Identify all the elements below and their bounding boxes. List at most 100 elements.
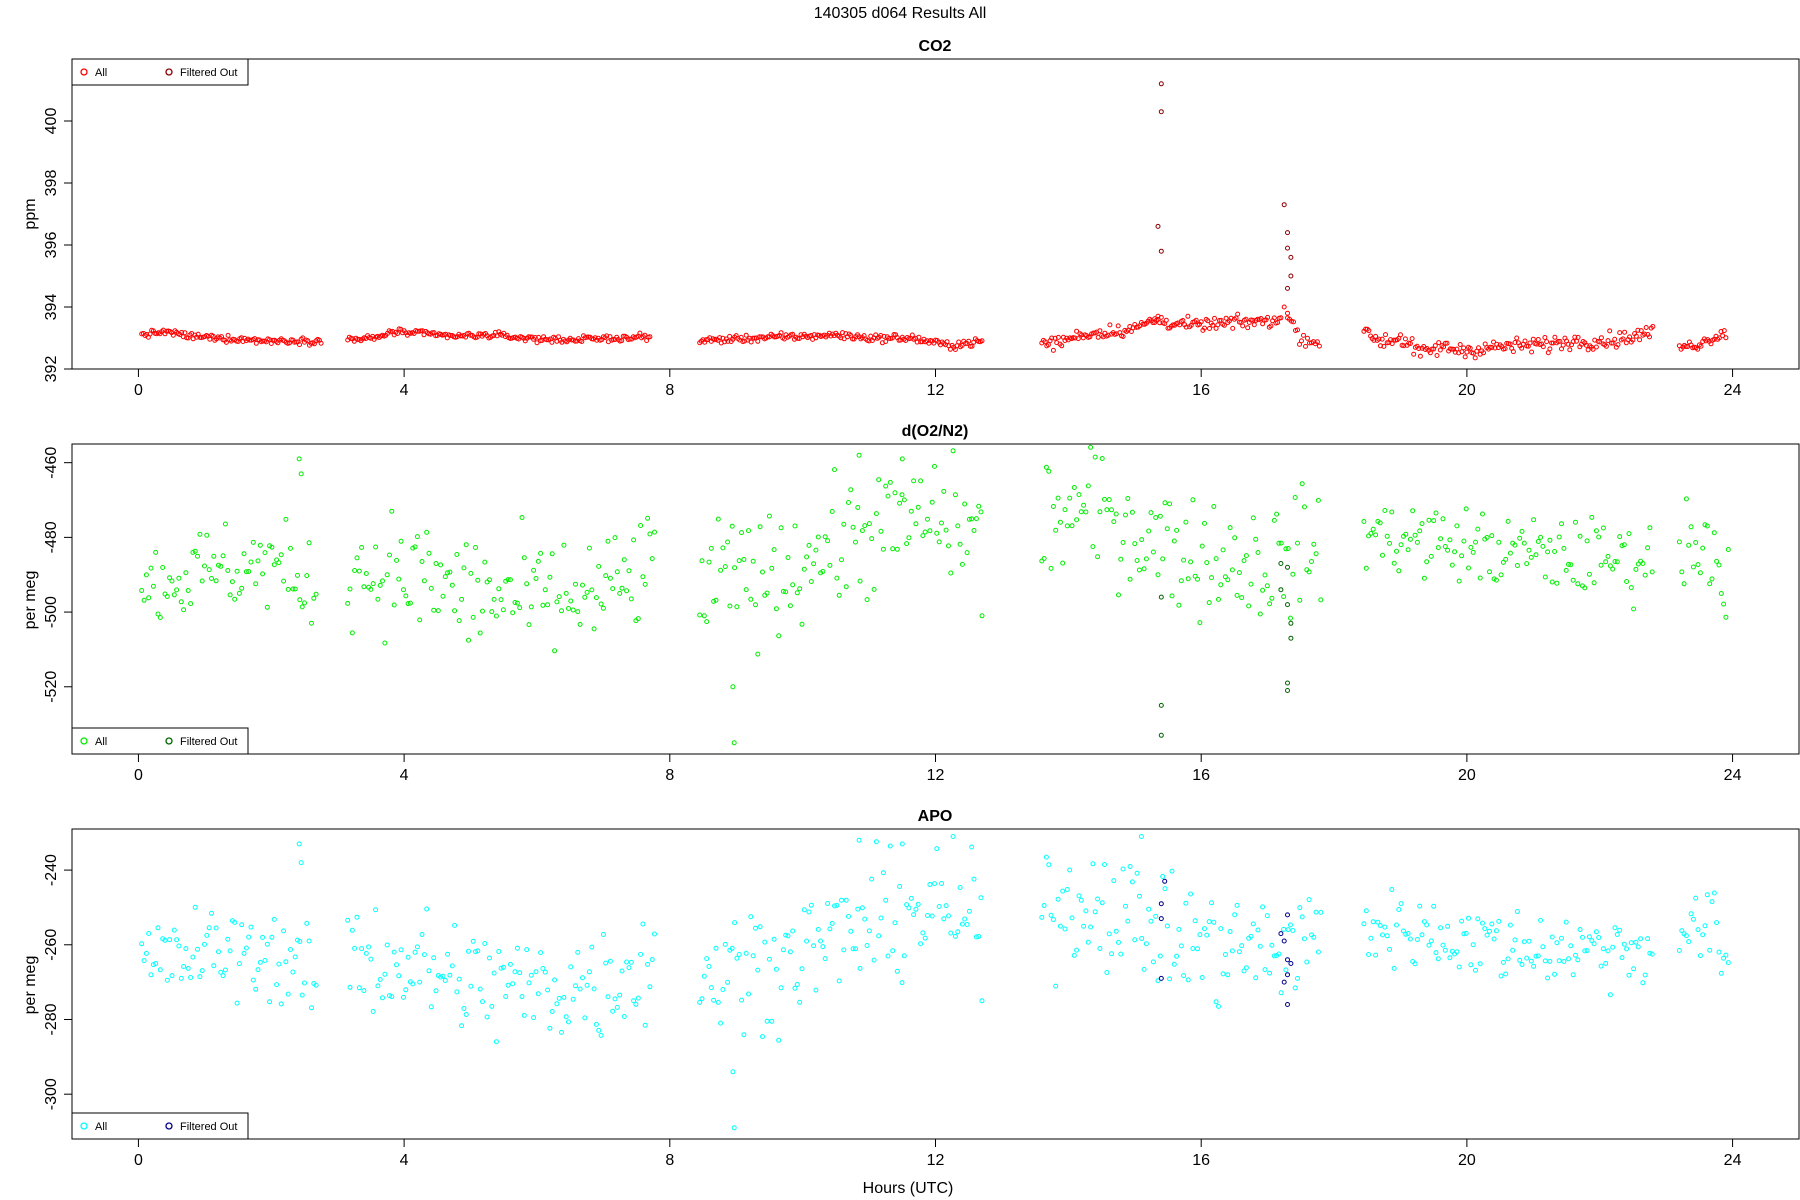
data-point-co2 (969, 343, 975, 349)
data-point-apo (1693, 895, 1699, 901)
data-point-o2n2 (952, 492, 958, 498)
data-point-o2n2 (1452, 549, 1458, 555)
data-point-apo (1088, 924, 1094, 930)
data-point-apo (797, 999, 803, 1005)
data-point-co2 (1198, 319, 1204, 325)
data-point-apo (1596, 935, 1602, 940)
data-point-apo (697, 999, 703, 1005)
data-point-co2 (1567, 347, 1573, 353)
data-point-co2 (182, 330, 188, 336)
data-point-apo (815, 926, 821, 932)
data-point-apo (841, 947, 847, 953)
data-point-o2n2 (204, 532, 210, 538)
data-point-o2n2 (354, 555, 360, 561)
data-point-apo (1155, 978, 1161, 984)
legend-marker-filtered-o2n2 (165, 737, 173, 745)
data-point-o2n2 (1097, 509, 1103, 515)
data-point-apo (1220, 971, 1226, 977)
legend-marker-filtered-co2 (165, 68, 173, 76)
data-point-apo (1459, 918, 1465, 924)
data-point-co2 (1622, 329, 1628, 335)
data-point-apo (1547, 958, 1553, 964)
data-point-co2 (1115, 323, 1121, 329)
data-point-apo (445, 951, 451, 957)
filtered-point-o2n2 (1285, 564, 1290, 570)
data-point-apo (640, 921, 646, 927)
data-point-o2n2 (600, 605, 606, 611)
data-point-o2n2 (841, 521, 847, 527)
data-point-o2n2 (820, 569, 826, 574)
data-point-apo (1048, 912, 1054, 918)
data-point-apo (206, 925, 212, 931)
data-point-o2n2 (1593, 528, 1599, 534)
data-point-o2n2 (389, 508, 395, 514)
data-point-o2n2 (1155, 572, 1161, 578)
legend-box-apo (71, 1112, 249, 1140)
filtered-point-o2n2 (1278, 561, 1284, 566)
data-point-o2n2 (447, 569, 453, 575)
data-point-apo (1683, 933, 1689, 939)
data-point-co2 (1507, 341, 1513, 347)
data-point-o2n2 (631, 537, 637, 543)
data-point-apo (936, 904, 942, 909)
filtered-point-co2 (1288, 273, 1294, 279)
data-point-o2n2 (431, 607, 437, 613)
data-point-o2n2 (1267, 601, 1273, 607)
data-point-apo (806, 909, 812, 915)
data-point-apo (612, 996, 618, 1002)
data-point-apo (290, 969, 296, 975)
data-point-apo (239, 922, 245, 928)
data-point-o2n2 (1507, 550, 1513, 556)
data-point-o2n2 (1468, 544, 1474, 550)
data-point-apo (1222, 952, 1228, 957)
data-point-o2n2 (421, 578, 427, 584)
data-point-apo (811, 943, 817, 949)
data-point-o2n2 (1610, 566, 1616, 572)
filtered-point-apo (1158, 975, 1164, 981)
data-point-o2n2 (1222, 574, 1228, 580)
data-point-apo (799, 966, 805, 972)
data-point-apo (827, 926, 833, 932)
data-point-apo (1106, 931, 1112, 937)
data-point-o2n2 (1213, 556, 1219, 562)
data-point-o2n2 (559, 608, 564, 614)
x-tick-label-apo: 4 (400, 1152, 409, 1169)
data-point-o2n2 (856, 452, 862, 458)
data-point-o2n2 (253, 581, 259, 587)
data-point-apo (1304, 959, 1310, 965)
data-point-o2n2 (725, 539, 731, 545)
data-point-co2 (418, 328, 424, 334)
data-point-o2n2 (1419, 521, 1425, 527)
data-point-apo (1605, 948, 1611, 954)
data-point-co2 (1152, 320, 1158, 325)
data-point-o2n2 (1361, 519, 1367, 524)
data-point-o2n2 (384, 572, 390, 578)
data-point-apo (366, 944, 372, 950)
data-point-o2n2 (160, 565, 166, 570)
data-point-co2 (1407, 341, 1413, 346)
data-point-co2 (1409, 336, 1415, 342)
data-point-apo (1679, 928, 1685, 934)
data-point-apo (1412, 961, 1418, 967)
data-point-apo (1617, 927, 1623, 933)
data-point-apo (899, 980, 905, 986)
data-point-apo (1445, 923, 1451, 929)
data-point-co2 (1608, 340, 1614, 346)
data-point-apo (414, 944, 420, 950)
data-point-co2 (1555, 339, 1561, 344)
data-point-apo (433, 988, 439, 994)
data-point-apo (213, 925, 219, 931)
data-point-o2n2 (713, 597, 719, 603)
data-point-o2n2 (1612, 559, 1618, 564)
data-point-o2n2 (302, 600, 307, 606)
data-point-apo (190, 954, 196, 960)
data-point-apo (531, 1015, 537, 1021)
data-point-apo (1236, 949, 1242, 955)
data-point-apo (283, 959, 289, 965)
data-point-o2n2 (787, 603, 793, 609)
legend-label-all-apo: All (95, 1121, 107, 1133)
data-point-apo (1171, 961, 1177, 967)
y-tick-label-apo: -300 (43, 1078, 60, 1110)
data-point-apo (787, 949, 793, 955)
data-point-apo (1183, 900, 1189, 906)
